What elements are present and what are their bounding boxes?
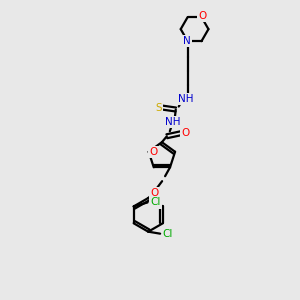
Text: Cl: Cl <box>163 229 173 239</box>
Text: O: O <box>182 128 190 138</box>
Text: Cl: Cl <box>150 197 161 208</box>
Text: O: O <box>149 147 158 157</box>
Text: N: N <box>183 36 190 46</box>
Text: NH: NH <box>165 117 181 128</box>
Text: S: S <box>156 103 162 112</box>
Text: NH: NH <box>178 94 194 103</box>
Text: O: O <box>198 11 207 21</box>
Text: O: O <box>150 188 158 198</box>
